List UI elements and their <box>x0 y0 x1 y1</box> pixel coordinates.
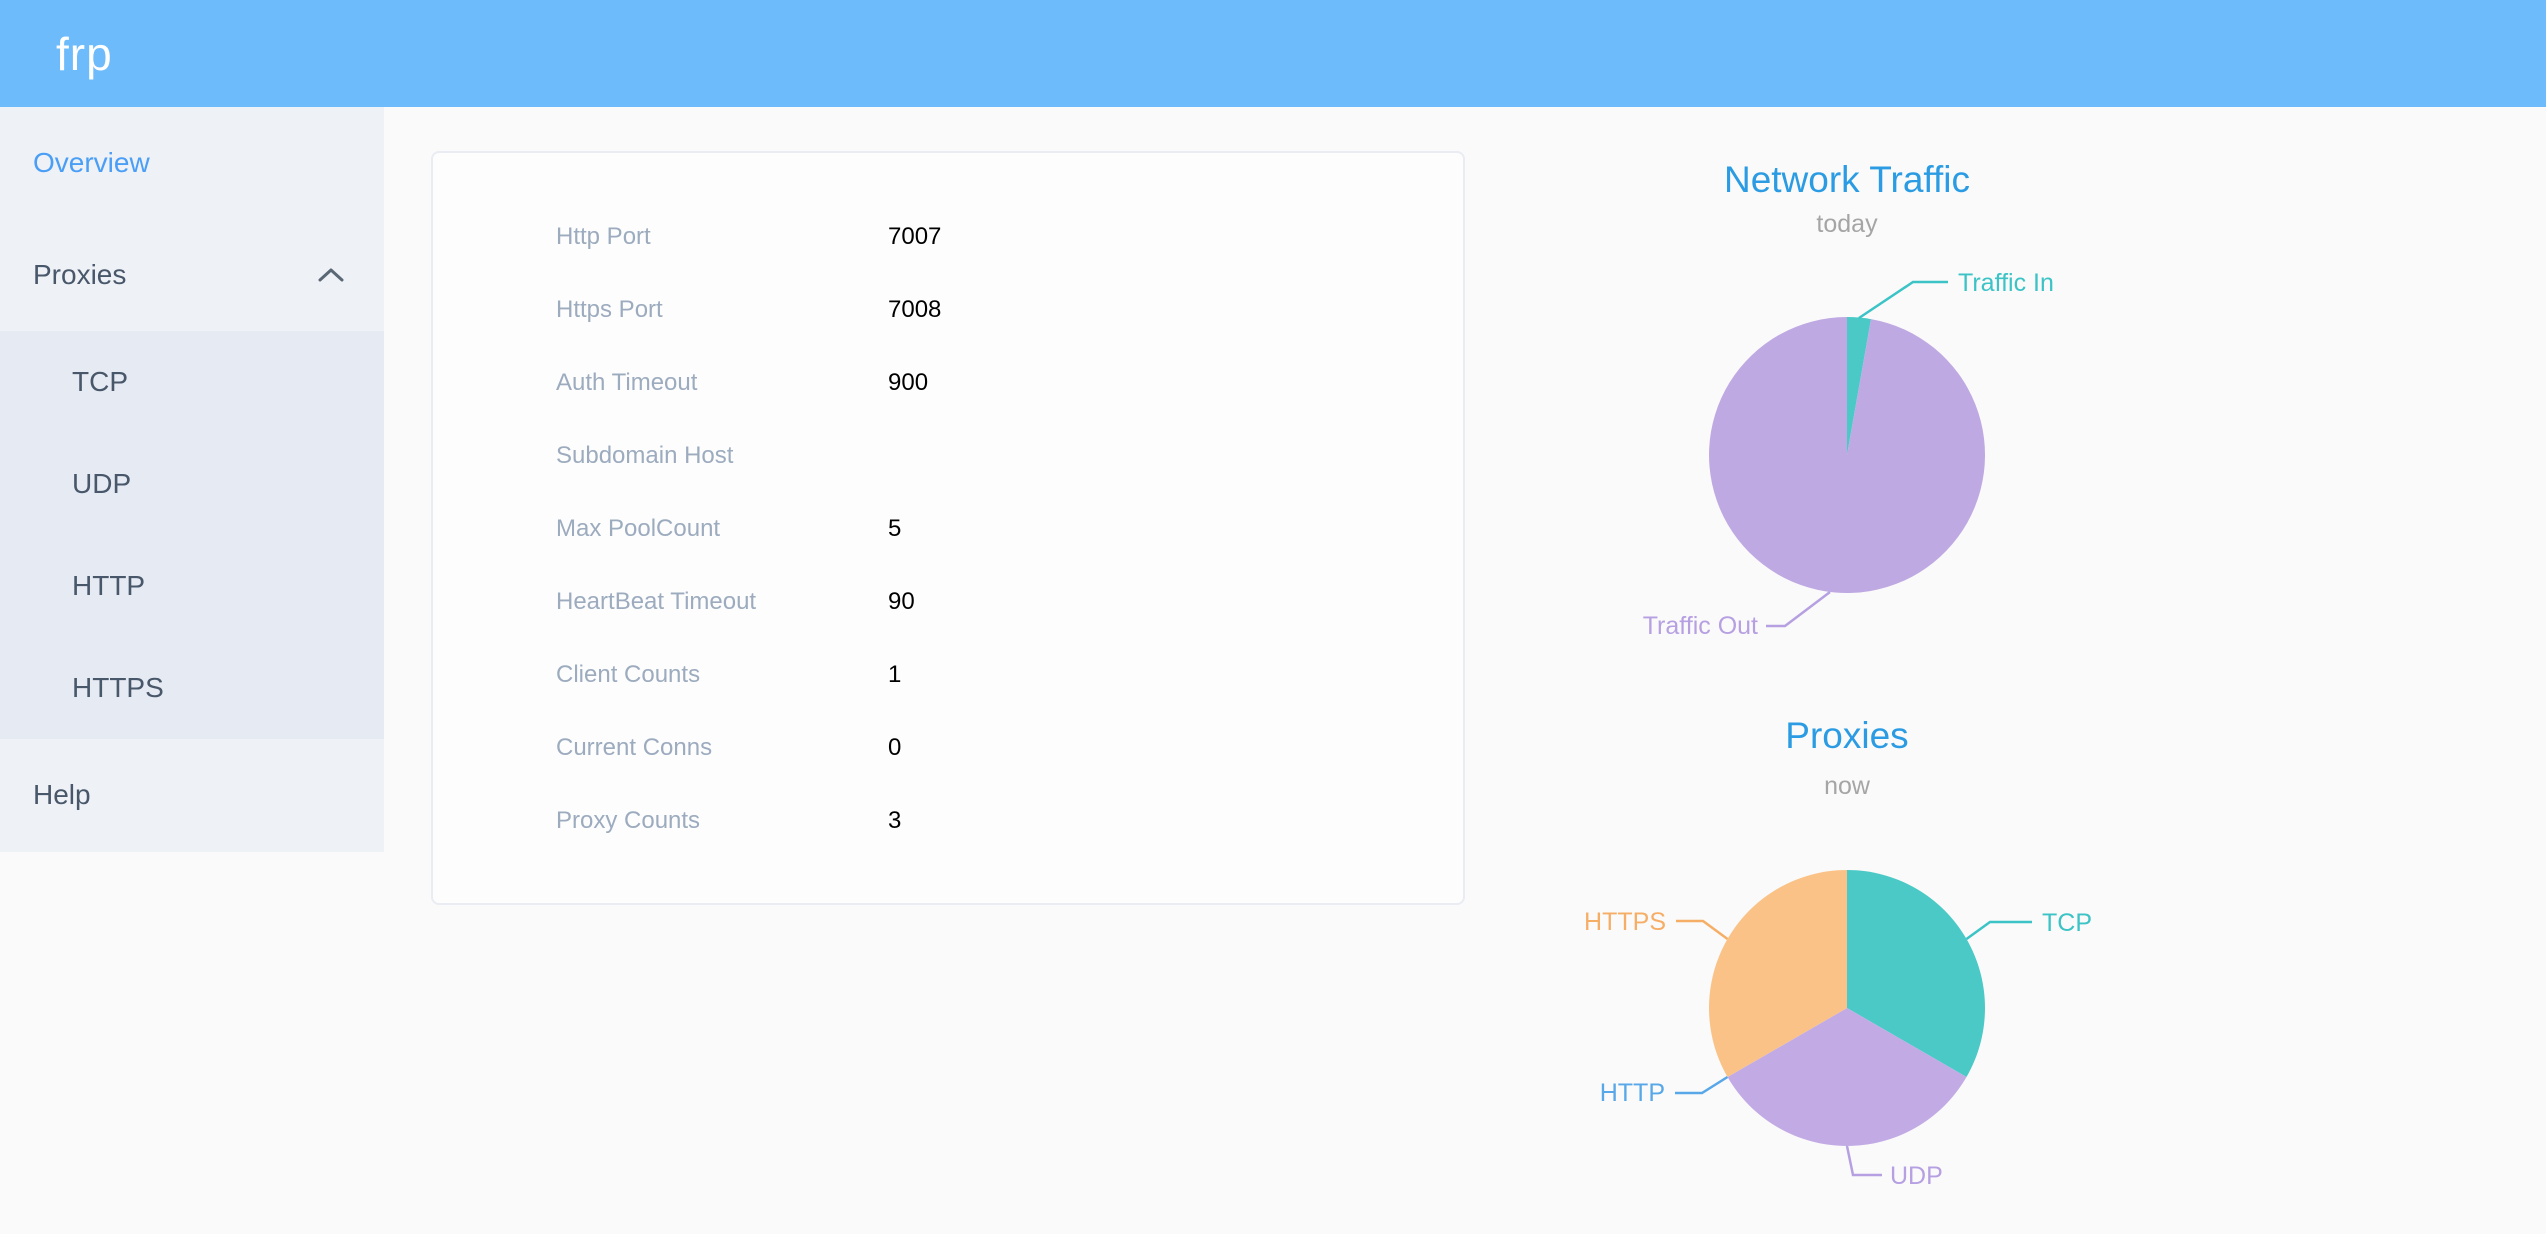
pie-slice-udp[interactable] <box>1727 1008 1967 1146</box>
pie-label-traffic-in: Traffic In <box>1958 269 2054 297</box>
config-label-proxy-counts: Proxy Counts <box>556 806 701 834</box>
pie-slice-traffic-out[interactable] <box>1709 317 1986 593</box>
pie-slice-https[interactable] <box>1709 870 1847 1077</box>
proxies-submenu: TCP UDP HTTP HTTPS <box>0 331 384 739</box>
leader-line-traffic-out <box>1766 591 1831 628</box>
config-value-max-poolcount: 5 <box>888 514 902 542</box>
config-value-auth-timeout: 900 <box>888 368 929 396</box>
app-header: frp <box>0 0 2546 107</box>
pie-label-http: HTTP <box>1600 1079 1665 1107</box>
sidebar-item-proxies[interactable]: Proxies <box>0 219 384 331</box>
config-label-max-poolcount: Max PoolCount <box>556 514 721 542</box>
sidebar-item-udp-label: UDP <box>72 468 132 499</box>
config-value-heartbeat-timeout: 90 <box>888 587 915 615</box>
config-row: Max PoolCount 5 <box>433 492 1463 565</box>
network-traffic-chart-subtitle: today <box>1816 210 1878 238</box>
sidebar-item-overview-label: Overview <box>33 147 150 178</box>
config-label-current-conns: Current Conns <box>556 733 713 761</box>
config-row: Proxy Counts 3 <box>433 784 1463 857</box>
config-row: Client Counts 1 <box>433 638 1463 711</box>
sidebar-item-tcp-label: TCP <box>72 366 128 397</box>
network-traffic-chart-title: Network Traffic <box>1724 159 1970 200</box>
config-label-https-port: Https Port <box>556 295 663 323</box>
config-value-http-port: 7007 <box>888 222 942 250</box>
proxies-chart-title: Proxies <box>1785 715 1908 756</box>
config-row: Https Port 7008 <box>433 273 1463 346</box>
sidebar-item-help-label: Help <box>33 779 91 810</box>
leader-line-https <box>1676 919 1729 941</box>
config-row: HeartBeat Timeout 90 <box>433 565 1463 638</box>
config-label-heartbeat-timeout: HeartBeat Timeout <box>556 587 757 615</box>
server-config-card: Http Port 7007 Https Port 7008 Auth Time… <box>431 151 1465 905</box>
sidebar-item-https[interactable]: HTTPS <box>0 637 384 739</box>
config-value-client-counts: 1 <box>888 660 902 688</box>
sidebar-item-http-label: HTTP <box>72 570 146 601</box>
config-label-auth-timeout: Auth Timeout <box>556 368 698 396</box>
sidebar-item-overview[interactable]: Overview <box>0 107 384 219</box>
proxies-chart-subtitle: now <box>1824 772 1871 800</box>
pie-label-https: HTTPS <box>1584 908 1666 936</box>
sidebar-menu: Overview Proxies TCP UDP HTTP HTTPS Help <box>0 107 384 852</box>
chevron-up-icon <box>318 268 344 282</box>
config-row: Auth Timeout 900 <box>433 346 1463 419</box>
sidebar-item-proxies-label: Proxies <box>33 259 127 290</box>
config-row: Subdomain Host <box>433 419 1463 492</box>
sidebar-item-help[interactable]: Help <box>0 739 384 851</box>
leader-line-tcp <box>1965 920 2032 941</box>
pie-slice-tcp[interactable] <box>1847 870 1985 1077</box>
pie-label-traffic-out: Traffic Out <box>1643 612 1758 640</box>
pie-label-tcp: TCP <box>2042 909 2092 937</box>
config-row: Current Conns 0 <box>433 711 1463 784</box>
config-row: Http Port 7007 <box>433 200 1463 273</box>
pie-slice-traffic-in[interactable] <box>1847 317 1871 455</box>
config-value-current-conns: 0 <box>888 733 902 761</box>
leader-line-udp <box>1845 1145 1882 1177</box>
config-label-subdomain-host: Subdomain Host <box>556 441 734 469</box>
config-value-proxy-counts: 3 <box>888 806 902 834</box>
config-label-http-port: Http Port <box>556 222 651 250</box>
config-label-client-counts: Client Counts <box>556 660 701 688</box>
sidebar-item-http[interactable]: HTTP <box>0 535 384 637</box>
app-logo: frp <box>56 27 113 80</box>
sidebar-item-udp[interactable]: UDP <box>0 433 384 535</box>
leader-line-http <box>1675 1075 1729 1095</box>
leader-line-traffic-in <box>1858 280 1948 320</box>
config-value-https-port: 7008 <box>888 295 942 323</box>
pie-label-udp: UDP <box>1890 1162 1943 1190</box>
sidebar-item-tcp[interactable]: TCP <box>0 331 384 433</box>
sidebar-item-https-label: HTTPS <box>72 672 164 703</box>
